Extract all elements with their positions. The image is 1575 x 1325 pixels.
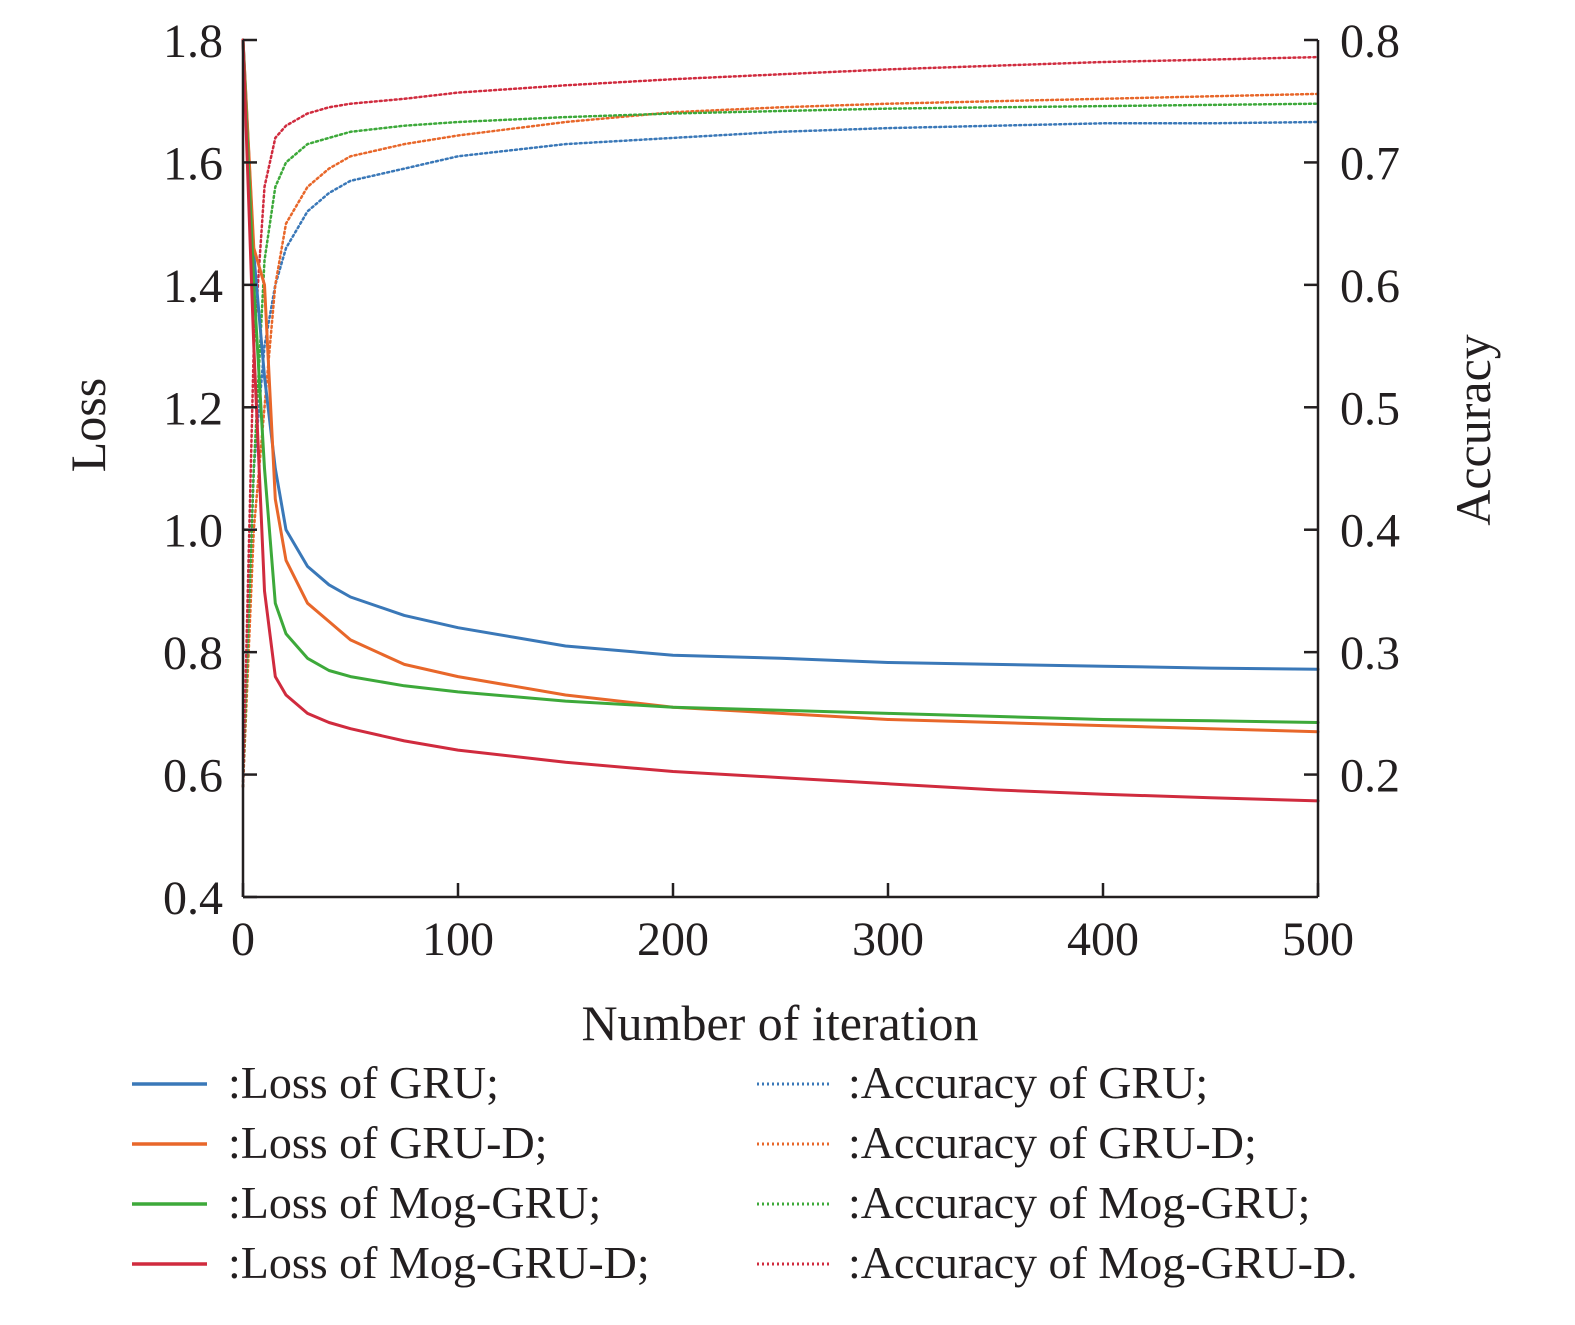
left-y-tick-label: 0.4 (163, 872, 223, 925)
axes (241, 40, 1320, 899)
legend-label: :Accuracy of Mog-GRU; (848, 1177, 1310, 1228)
left-y-tick-label: 1.8 (163, 15, 223, 68)
series-line-8 (241, 55, 1320, 789)
series-line-1 (241, 38, 1320, 671)
right-y-tick-label: 0.7 (1340, 137, 1400, 190)
x-tick-label: 200 (637, 913, 709, 966)
left-y-tick-label: 1.2 (163, 382, 223, 435)
x-axis-title: Number of iteration (581, 995, 978, 1051)
right-y-tick-label: 0.4 (1340, 505, 1400, 558)
right-y-tick-label: 0.8 (1340, 15, 1400, 68)
left-y-tick-label: 1.0 (163, 505, 223, 558)
left-y-tick-label: 1.4 (163, 260, 223, 313)
legend-label: :Loss of Mog-GRU-D; (228, 1237, 650, 1288)
left-y-tick-label: 0.8 (163, 627, 223, 680)
legend-label: :Loss of GRU-D; (228, 1117, 547, 1168)
series-line-2 (241, 38, 1320, 734)
right-y-tick-label: 0.2 (1340, 750, 1400, 803)
series-line-7 (241, 102, 1320, 789)
ticks: 0 100 200 300 400 500 0.4 0.6 0.8 1.0 1.2 1.4 1.6 1.8… (163, 15, 1400, 966)
legend-label: :Loss of Mog-GRU; (228, 1177, 601, 1228)
legend-label: :Accuracy of Mog-GRU-D. (848, 1237, 1358, 1288)
right-y-tick-label: 0.5 (1340, 382, 1400, 435)
x-tick-label: 0 (231, 913, 255, 966)
left-y-tick-label: 1.6 (163, 137, 223, 190)
series-layer (241, 38, 1320, 803)
legend: :Loss of GRU; :Loss of GRU-D; :Loss of Mog… (132, 1057, 1358, 1288)
legend-label: :Accuracy of GRU-D; (848, 1117, 1257, 1168)
series-line-6 (241, 92, 1320, 789)
legend-label: :Accuracy of GRU; (848, 1057, 1208, 1108)
right-y-tick-label: 0.6 (1340, 260, 1400, 313)
legend-label: :Loss of GRU; (228, 1057, 499, 1108)
right-y-tick-label: 0.3 (1340, 627, 1400, 680)
left-y-tick-label: 0.6 (163, 750, 223, 803)
x-tick-label: 300 (852, 913, 924, 966)
x-tick-label: 100 (422, 913, 494, 966)
right-y-axis-title: Accuracy (1445, 334, 1501, 526)
series-line-4 (241, 38, 1320, 803)
x-tick-label: 400 (1067, 913, 1139, 966)
left-y-axis-title: Loss (60, 378, 116, 472)
x-tick-label: 500 (1282, 913, 1354, 966)
series-line-3 (241, 38, 1320, 724)
